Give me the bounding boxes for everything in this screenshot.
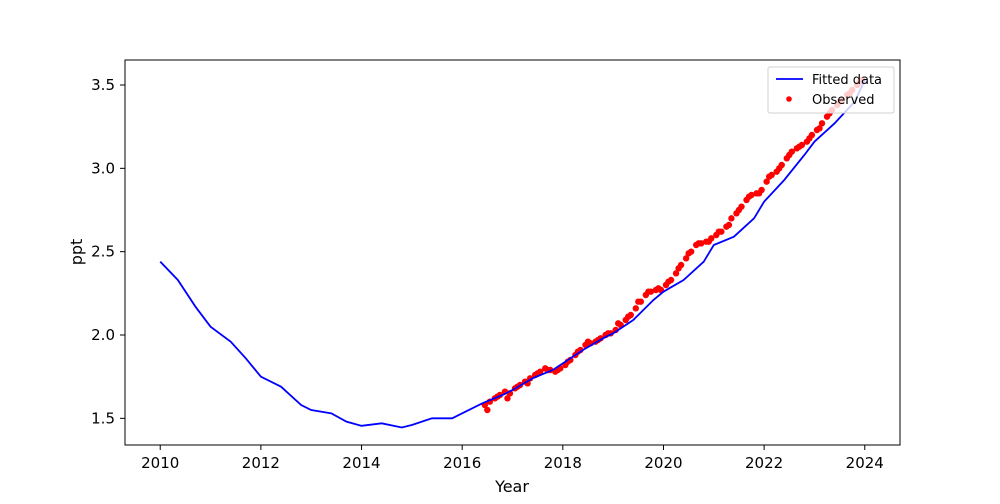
observed-point (765, 173, 773, 180)
observed-point (705, 238, 712, 245)
observed-point (584, 338, 592, 345)
observed-point (755, 190, 763, 197)
x-tick-label: 2018 (544, 454, 582, 472)
plot-frame (124, 59, 901, 446)
x-tick-label: 2022 (745, 454, 783, 472)
x-tick-label: 2014 (342, 454, 380, 472)
x-tick-label: 2024 (846, 454, 884, 472)
y-tick-label: 1.5 (91, 409, 115, 427)
y-tick-label: 3.5 (91, 76, 115, 94)
legend-observed-label: Observed (812, 93, 875, 108)
x-tick-label: 2012 (242, 454, 280, 472)
observed-point (484, 406, 491, 414)
observed-point (614, 320, 622, 327)
observed-point (816, 125, 823, 132)
observed-point (504, 395, 511, 402)
observed-point (776, 165, 783, 172)
observed-point (763, 178, 770, 185)
observed-point (818, 120, 826, 127)
observed-point (735, 206, 743, 214)
legend: Fitted data Observed (767, 66, 895, 114)
observed-point (645, 288, 652, 295)
x-tick-label: 2010 (141, 454, 179, 472)
x-tick-label: 2020 (644, 454, 682, 472)
observed-point (695, 240, 702, 247)
observed-point (725, 221, 733, 229)
observed-point (685, 250, 692, 257)
observed-point (635, 298, 642, 305)
y-tick-label: 2.0 (91, 326, 115, 344)
x-axis-ticks: 2010 2012 2014 2016 2018 2020 2022 2024 (141, 445, 884, 472)
observed-point (675, 265, 682, 272)
x-axis-label: Year (494, 477, 529, 496)
observed-point (672, 270, 680, 277)
plot-area-background (125, 60, 900, 445)
y-tick-label: 3.0 (91, 159, 115, 177)
observed-point (806, 135, 813, 142)
observed-point (665, 278, 672, 285)
legend-observed-marker (786, 96, 792, 102)
legend-fitted-label: Fitted data (812, 73, 882, 88)
y-tick-label: 2.5 (91, 243, 115, 261)
observed-point (786, 151, 793, 159)
observed-point (728, 215, 735, 222)
observed-point (682, 255, 690, 262)
observed-point (632, 305, 639, 312)
observed-point (796, 143, 803, 150)
observed-point (655, 285, 662, 292)
y-axis-ticks: 1.5 2.0 2.5 3.0 3.5 (91, 76, 125, 427)
observed-point (745, 193, 753, 200)
x-tick-label: 2016 (443, 454, 481, 472)
y-axis-label: ppt (67, 239, 86, 266)
observed-point (715, 228, 723, 235)
fitted-data-line (159, 79, 866, 429)
observed-point (625, 313, 632, 320)
